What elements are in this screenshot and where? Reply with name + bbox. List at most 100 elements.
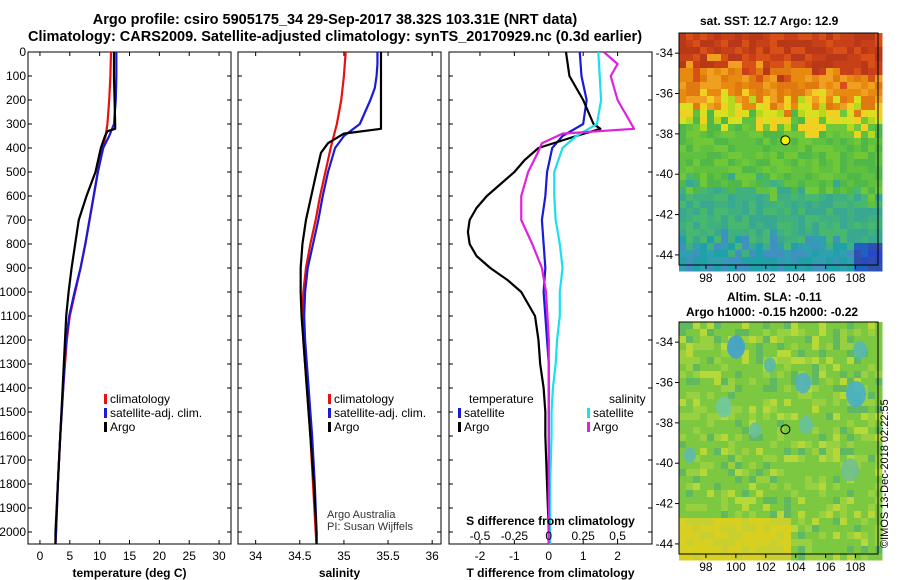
legend-swatch <box>328 394 331 404</box>
x-tick-label: 2 <box>614 549 621 563</box>
x-axis-label-salinity: salinity <box>319 566 361 580</box>
lon-tick-label: 98 <box>699 271 713 285</box>
sla_map <box>679 322 883 561</box>
lon-tick-label: 100 <box>726 560 746 574</box>
imos-watermark: ©IMOS 13-Dec-2018 02:22:55 <box>879 399 891 548</box>
series-salinity-argo <box>520 52 636 544</box>
sla-map-title-line1: Altim. SLA: -0.11 <box>727 290 822 304</box>
series-argo <box>54 52 117 544</box>
series-climatology <box>301 52 347 544</box>
sla-map-title-line2: Argo h1000: -0.15 h2000: -0.22 <box>686 305 859 319</box>
depth-tick-label: 1500 <box>0 405 26 419</box>
series-climatology <box>54 52 113 544</box>
depth-tick-label: 0 <box>19 45 26 59</box>
legend-swatch <box>458 408 461 418</box>
attribution-note: Argo Australia <box>327 509 396 521</box>
x-tick-label: -1 <box>509 549 520 563</box>
float-location-marker <box>780 135 791 146</box>
sst-map-title: sat. SST: 12.7 Argo: 12.9 <box>700 14 839 28</box>
lat-tick-label: -44 <box>656 248 674 262</box>
salinity-tick-label: -0.25 <box>501 529 529 543</box>
attribution-note: PI: Susan Wijffels <box>327 521 413 533</box>
x-tick-label: 5 <box>66 549 73 563</box>
depth-tick-label: 1000 <box>0 285 26 299</box>
depth-tick-label: 100 <box>6 69 26 83</box>
series-salinity-satellite <box>549 52 603 544</box>
x-tick-label: 15 <box>123 549 137 563</box>
x-tick-label: 36 <box>425 549 439 563</box>
depth-tick-label: 600 <box>6 189 26 203</box>
legend-label: satellite-adj. clim. <box>334 406 426 420</box>
lat-tick-label: -40 <box>656 167 674 181</box>
legend-title-salinity: salinity <box>609 392 646 406</box>
depth-tick-label: 1100 <box>0 309 26 323</box>
panel-frame-salinity <box>237 51 442 545</box>
depth-tick-label: 1700 <box>0 453 26 467</box>
legend-label: satellite-adj. clim. <box>110 406 202 420</box>
salinity-tick-label: 0 <box>545 529 552 543</box>
depth-tick-label: 800 <box>6 237 26 251</box>
lon-tick-label: 102 <box>756 560 776 574</box>
lat-tick-label: -40 <box>656 456 674 470</box>
legend-label: Argo <box>110 420 136 434</box>
x-tick-label: -2 <box>475 549 486 563</box>
lon-tick-label: 104 <box>786 560 806 574</box>
series-argo <box>299 52 383 544</box>
x-tick-label: 1 <box>580 549 587 563</box>
float-location-marker <box>780 424 791 435</box>
legend-swatch <box>587 408 590 418</box>
x-tick-label: 20 <box>153 549 167 563</box>
lon-tick-label: 100 <box>726 271 746 285</box>
x-tick-label: 35 <box>337 549 351 563</box>
salinity-tick-label: -0.5 <box>470 529 491 543</box>
chart-title-line2: Climatology: CARS2009. Satellite-adjuste… <box>27 29 643 45</box>
sst_map <box>679 33 883 272</box>
depth-tick-label: 700 <box>6 213 26 227</box>
depth-tick-label: 2000 <box>0 525 26 539</box>
lat-tick-label: -38 <box>656 127 674 141</box>
lon-tick-label: 108 <box>846 560 866 574</box>
depth-tick-label: 200 <box>6 93 26 107</box>
lon-tick-label: 108 <box>846 271 866 285</box>
x-tick-label: 0 <box>545 549 552 563</box>
x-tick-label: 10 <box>93 549 107 563</box>
legend-label: Argo <box>464 420 490 434</box>
lon-tick-label: 106 <box>816 271 836 285</box>
x-tick-label: 34.5 <box>288 549 312 563</box>
series-satellite-adj-clim- <box>303 52 379 544</box>
lat-tick-label: -44 <box>656 537 674 551</box>
legend-label: climatology <box>110 392 170 406</box>
legend-swatch <box>328 408 331 418</box>
depth-tick-label: 1300 <box>0 357 26 371</box>
x-tick-label: 30 <box>212 549 226 563</box>
x-tick-label: 0 <box>37 549 44 563</box>
depth-tick-label: 400 <box>6 141 26 155</box>
x-tick-label: 25 <box>183 549 197 563</box>
legend-swatch <box>458 422 461 432</box>
x-tick-label: 35.5 <box>376 549 400 563</box>
lat-tick-label: -36 <box>656 87 674 101</box>
depth-tick-label: 1200 <box>0 333 26 347</box>
depth-tick-label: 300 <box>6 117 26 131</box>
depth-tick-label: 1900 <box>0 501 26 515</box>
legend-label: Argo <box>593 420 619 434</box>
depth-tick-label: 1800 <box>0 477 26 491</box>
depth-tick-label: 1600 <box>0 429 26 443</box>
lat-tick-label: -34 <box>656 46 674 60</box>
x-axis-label-difference: T difference from climatology <box>466 566 634 580</box>
depth-tick-label: 1400 <box>0 381 26 395</box>
lat-tick-label: -36 <box>656 376 674 390</box>
salinity-axis-label: S difference from climatology <box>466 514 635 528</box>
legend-label: satellite <box>464 406 505 420</box>
legend-label: climatology <box>334 392 394 406</box>
legend-swatch <box>328 422 331 432</box>
lon-tick-label: 106 <box>816 560 836 574</box>
lat-tick-label: -34 <box>656 335 674 349</box>
x-tick-label: 34 <box>249 549 263 563</box>
legend-swatch <box>587 422 590 432</box>
legend-swatch <box>104 422 107 432</box>
legend-title-temperature: temperature <box>469 392 534 406</box>
chart-title-line1: Argo profile: csiro 5905175_34 29-Sep-20… <box>92 12 578 28</box>
lon-tick-label: 104 <box>786 271 806 285</box>
